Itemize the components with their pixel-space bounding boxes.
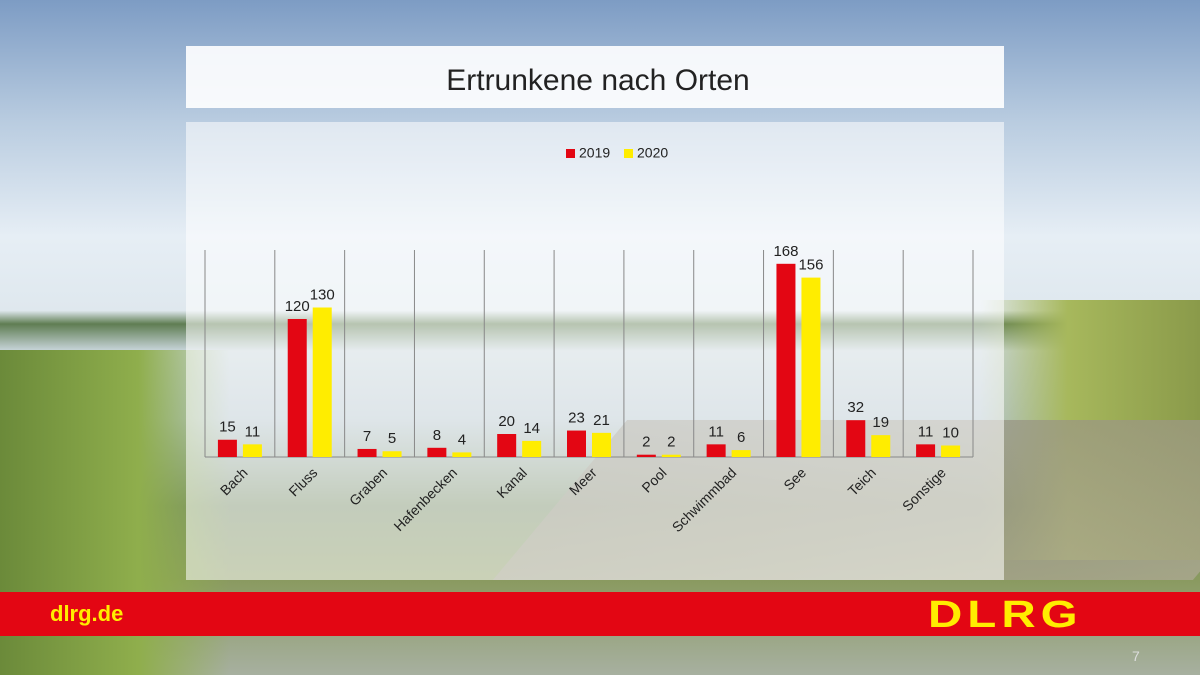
bar: [871, 435, 891, 457]
value-label: 120: [285, 298, 310, 315]
value-label: 168: [773, 243, 798, 260]
legend-swatch: [566, 149, 575, 158]
value-label: 130: [310, 286, 335, 303]
value-label: 11: [708, 423, 724, 440]
bar: [287, 319, 307, 457]
bar: [382, 451, 402, 457]
value-label: 8: [433, 427, 441, 444]
x-tick-label: See: [780, 464, 809, 493]
bar: [357, 448, 377, 457]
bar: [801, 277, 821, 457]
bar: [776, 263, 796, 457]
x-tick-label: Meer: [566, 464, 600, 498]
bar: [706, 444, 726, 457]
x-tick-label: Hafenbecken: [390, 464, 460, 534]
legend-label: 2019: [579, 145, 610, 161]
bar: [846, 420, 866, 457]
x-tick-label: Schwimmbad: [669, 464, 740, 535]
value-label: 5: [388, 430, 396, 447]
bar: [661, 454, 681, 457]
bar: [452, 452, 472, 457]
bar: [636, 454, 656, 457]
value-label: 156: [798, 257, 823, 274]
value-label: 32: [847, 399, 864, 416]
value-label: 11: [918, 423, 934, 440]
bar: [941, 445, 961, 457]
title-panel: [186, 46, 1004, 108]
value-label: 2: [642, 434, 650, 451]
x-tick-label: Sonstige: [899, 464, 949, 514]
value-label: 11: [245, 423, 261, 440]
value-label: 7: [363, 428, 371, 445]
bar: [916, 444, 936, 457]
bar: [242, 444, 262, 457]
bar: [217, 439, 237, 457]
legend-label: 2020: [637, 145, 668, 161]
value-label: 14: [523, 420, 540, 437]
bar: [522, 440, 542, 457]
x-tick-label: Teich: [845, 464, 879, 498]
value-label: 6: [737, 429, 745, 446]
footer-band: [0, 592, 1200, 636]
value-label: 19: [872, 414, 889, 431]
x-tick-label: Kanal: [493, 464, 530, 501]
page-number: 7: [1132, 648, 1140, 664]
bar: [731, 450, 751, 457]
value-label: 10: [942, 424, 959, 441]
x-tick-label: Pool: [638, 464, 669, 495]
bar: [567, 430, 586, 457]
footer-url[interactable]: dlrg.de: [50, 601, 124, 626]
x-tick-label: Bach: [217, 464, 251, 498]
bar: [427, 447, 447, 457]
x-tick-label: Graben: [346, 464, 390, 508]
value-label: 23: [568, 410, 585, 427]
bar: [497, 434, 517, 457]
value-label: 15: [219, 419, 236, 436]
legend-swatch: [624, 149, 633, 158]
value-label: 2: [667, 434, 675, 451]
value-label: 21: [593, 412, 610, 429]
chart-title: Ertrunkene nach Orten: [446, 64, 750, 97]
logo: DLRG: [928, 594, 1083, 636]
bar: [312, 307, 332, 457]
bar: [592, 432, 611, 457]
value-label: 20: [498, 413, 515, 430]
x-tick-label: Fluss: [285, 464, 320, 499]
value-label: 4: [458, 431, 466, 448]
